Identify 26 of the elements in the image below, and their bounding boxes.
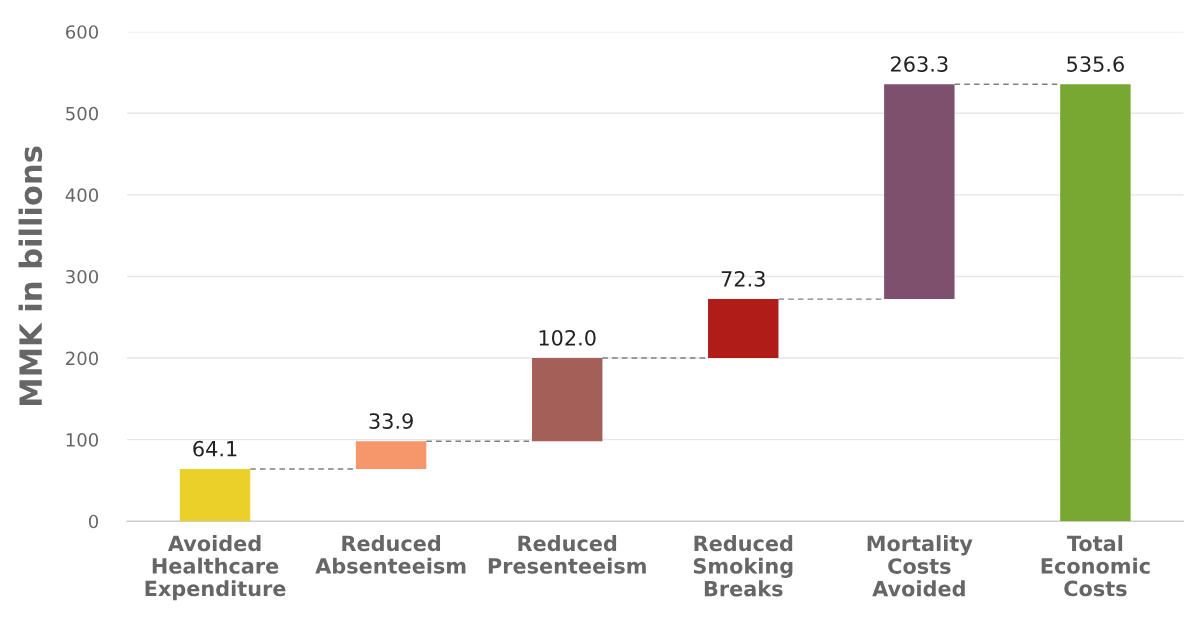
data-label: 102.0 [539,329,596,346]
y-tick-label: 600 [66,25,99,39]
bar [884,84,955,300]
y-tick-label: 100 [66,433,99,447]
bar [531,358,603,442]
y-tick-label: 400 [65,188,99,203]
x-tick-label: Avoided Healthcare Expenditure [145,535,286,601]
y-axis-title: MMK in billions [18,146,43,406]
y-tick-label: 0 [88,514,99,529]
data-label: 33.9 [369,413,413,429]
x-tick-label: Reduced Absenteeism [315,535,466,574]
bar [355,441,427,469]
data-label: 535.6 [1067,56,1124,72]
bar [1060,84,1131,522]
data-label: 72.3 [721,270,765,287]
data-label: 64.1 [193,440,237,457]
x-tick-label: Reduced Smoking Breaks [693,535,793,597]
data-label: 263.3 [891,56,948,72]
y-tick-label: 200 [66,351,99,366]
bar [179,468,251,522]
x-tick-label: Mortality Costs Avoided [867,535,973,597]
bar [708,299,779,359]
y-tick-label: 500 [66,106,99,121]
x-tick-label: Reduced Presenteeism [488,535,646,574]
y-tick-label: 300 [66,269,99,284]
x-tick-label: Total Economic Costs [1041,535,1150,597]
